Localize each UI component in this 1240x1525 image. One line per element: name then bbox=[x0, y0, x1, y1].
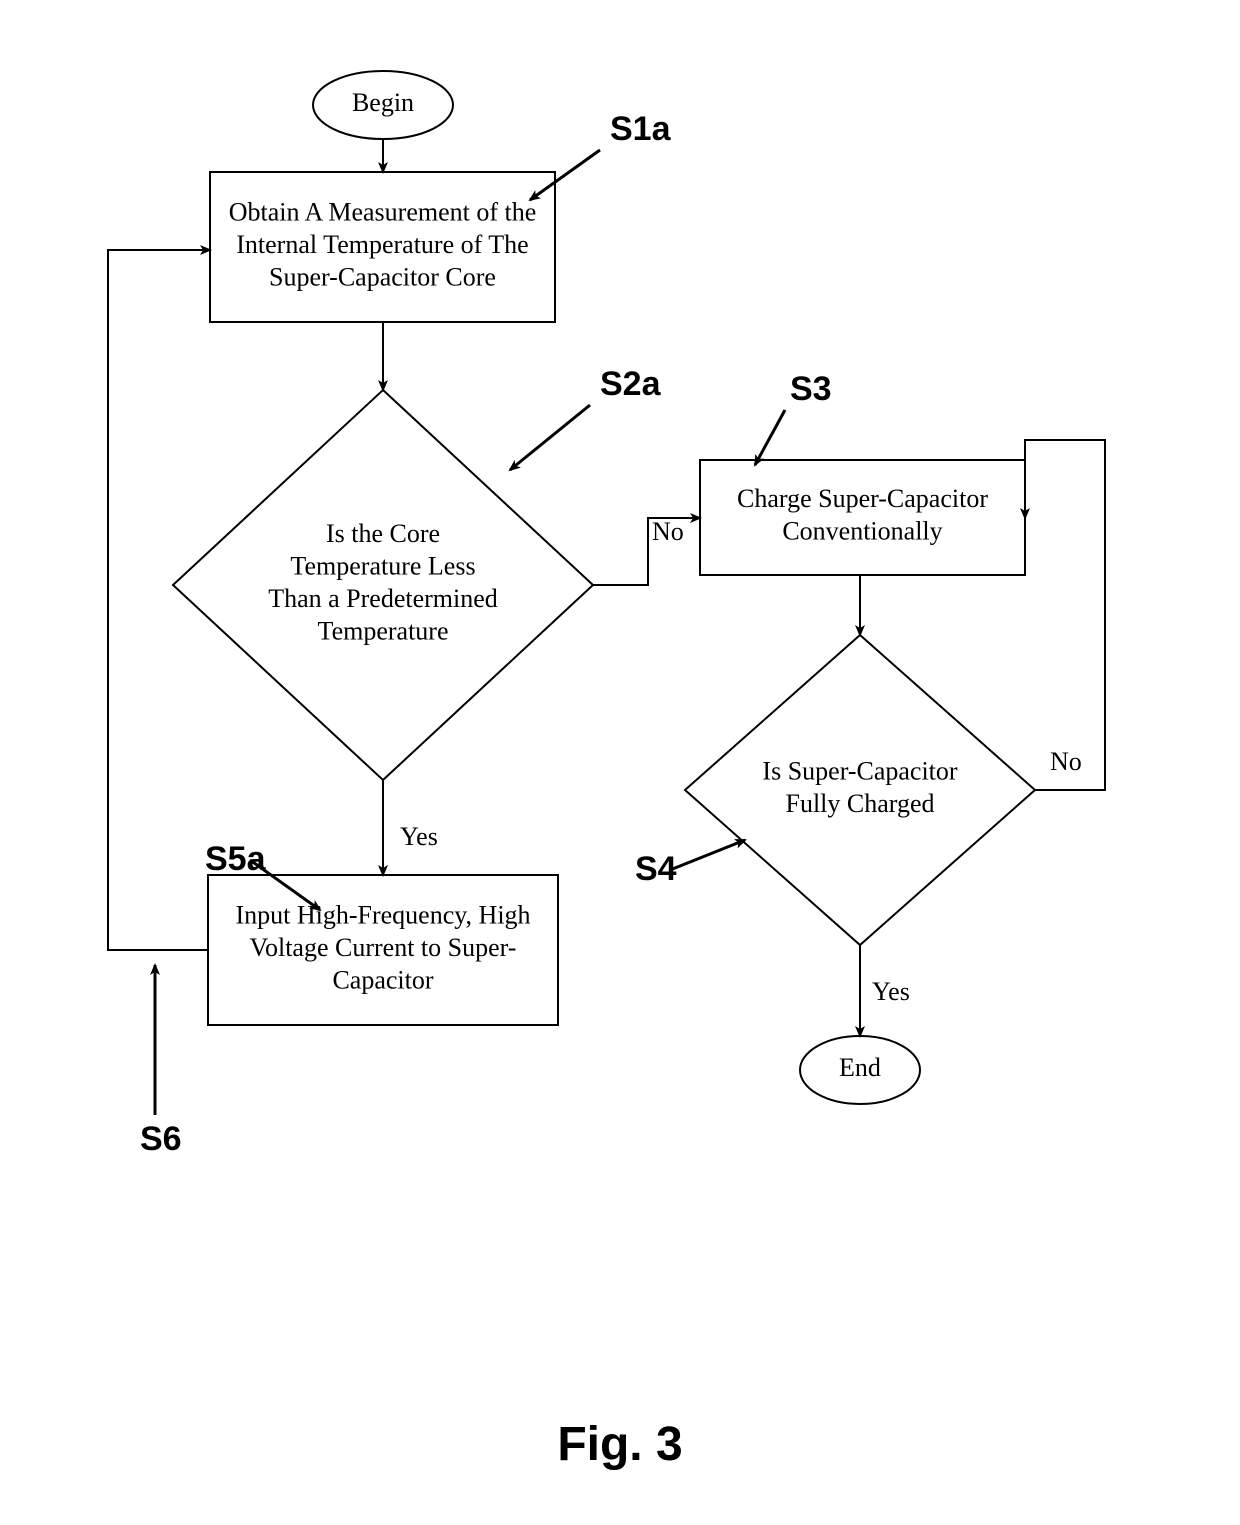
svg-text:No: No bbox=[652, 517, 684, 546]
svg-text:No: No bbox=[1050, 747, 1082, 776]
flowchart: Begin Obtain A Measurement of the Internal… bbox=[0, 0, 1240, 1525]
svg-text:Yes: Yes bbox=[400, 822, 438, 851]
svg-text:S1a: S1a bbox=[610, 110, 672, 148]
node-s5a: Input High-Frequency, High Voltage Curren… bbox=[208, 875, 558, 1025]
svg-text:Temperature: Temperature bbox=[318, 617, 449, 646]
node-s2a: Is the Core Temperature Less Than a Predet… bbox=[173, 390, 593, 780]
edge-s4-no-loop: No bbox=[1025, 440, 1105, 790]
svg-text:Input High-Frequency, High: Input High-Frequency, High bbox=[235, 900, 530, 929]
svg-text:S2a: S2a bbox=[600, 365, 662, 403]
label-S6: S6 bbox=[140, 965, 182, 1158]
svg-text:Super-Capacitor Core: Super-Capacitor Core bbox=[269, 262, 496, 291]
svg-text:Is Super-Capacitor: Is Super-Capacitor bbox=[762, 757, 957, 786]
label-S2a: S2a bbox=[510, 365, 662, 470]
svg-text:Charge Super-Capacitor: Charge Super-Capacitor bbox=[737, 484, 988, 513]
edge-s4-yes-end: Yes bbox=[860, 945, 910, 1036]
node-s3: Charge Super-Capacitor Conventionally bbox=[700, 460, 1025, 575]
edge-s2a-to-s3: No bbox=[593, 517, 700, 585]
svg-text:S3: S3 bbox=[790, 370, 832, 408]
label-S1a: S1a bbox=[530, 110, 672, 200]
node-s4: Is Super-Capacitor Fully Charged bbox=[685, 635, 1035, 945]
node-begin: Begin bbox=[313, 71, 453, 139]
svg-text:Fully Charged: Fully Charged bbox=[785, 789, 934, 818]
svg-text:Is the Core: Is the Core bbox=[326, 519, 440, 548]
svg-text:Conventionally: Conventionally bbox=[782, 517, 942, 546]
node-s1a: Obtain A Measurement of the Internal Temp… bbox=[210, 172, 555, 322]
label-S4: S4 bbox=[635, 840, 745, 888]
svg-text:Voltage Current to Super-: Voltage Current to Super- bbox=[250, 933, 517, 962]
svg-text:Than a Predetermined: Than a Predetermined bbox=[268, 584, 498, 613]
svg-text:Begin: Begin bbox=[352, 88, 414, 117]
svg-text:S6: S6 bbox=[140, 1120, 182, 1158]
label-S3: S3 bbox=[755, 370, 832, 465]
svg-text:Yes: Yes bbox=[872, 977, 910, 1006]
svg-text:Capacitor: Capacitor bbox=[332, 965, 433, 994]
figure-caption: Fig. 3 bbox=[557, 1418, 682, 1471]
svg-text:End: End bbox=[839, 1053, 881, 1082]
edge-s2a-to-s5a: Yes bbox=[383, 780, 438, 875]
svg-text:S5a: S5a bbox=[205, 840, 267, 878]
svg-text:Internal Temperature of The: Internal Temperature of The bbox=[236, 230, 528, 259]
svg-text:Obtain A Measurement of the: Obtain A Measurement of the bbox=[229, 197, 537, 226]
node-end: End bbox=[800, 1036, 920, 1104]
svg-text:Temperature Less: Temperature Less bbox=[290, 552, 475, 581]
